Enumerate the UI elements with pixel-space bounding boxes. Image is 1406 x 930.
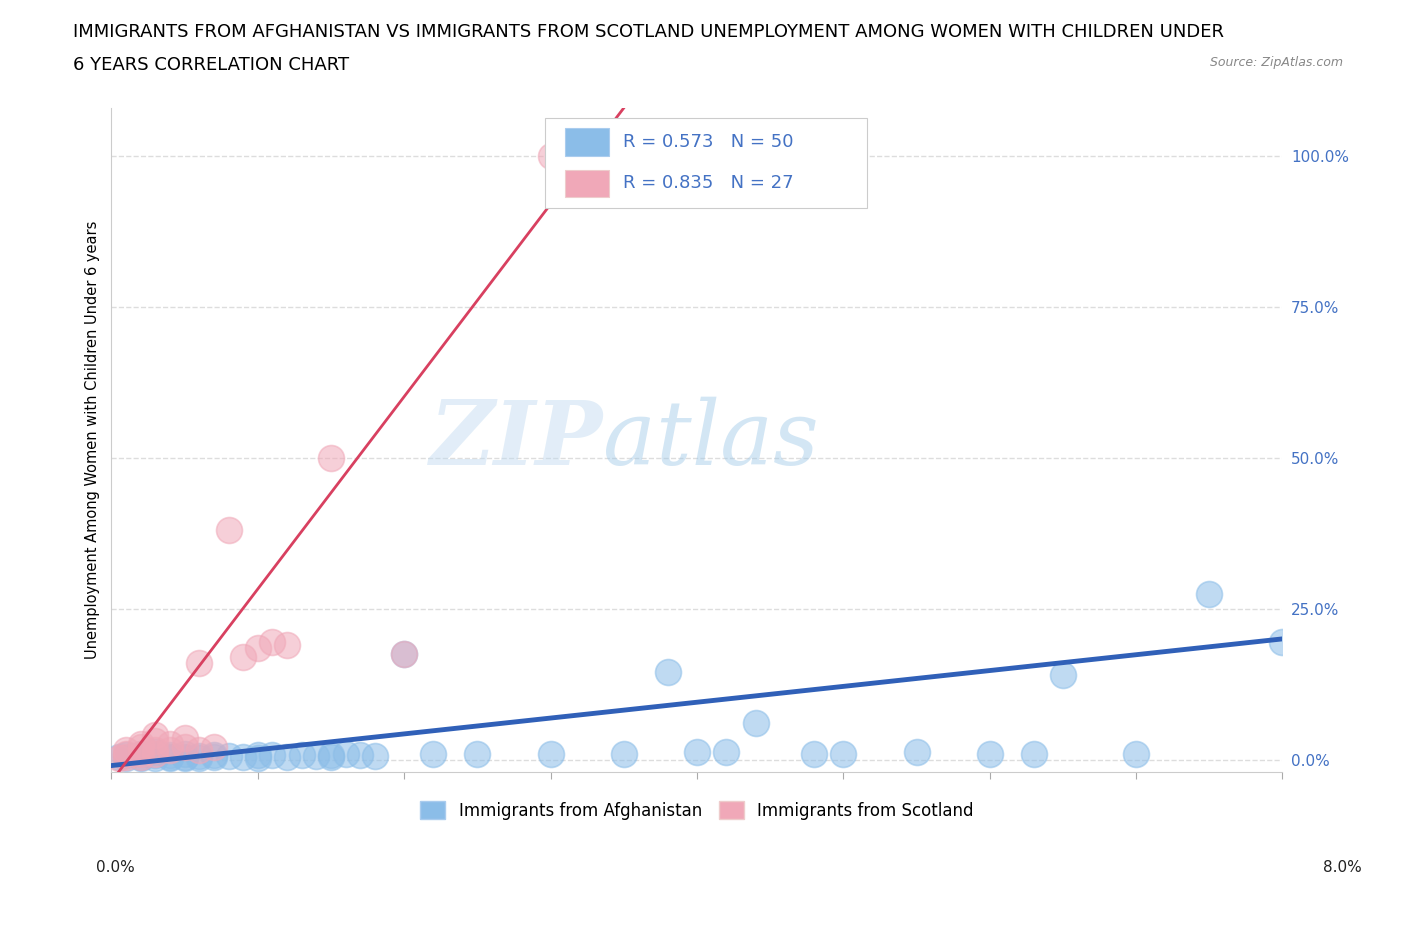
Point — [276, 637, 298, 652]
Point — [129, 746, 152, 761]
Point — [143, 743, 166, 758]
Point — [716, 745, 738, 760]
Point — [188, 751, 211, 765]
Point — [291, 748, 314, 763]
Point — [232, 749, 254, 764]
Point — [159, 737, 181, 751]
Point — [143, 728, 166, 743]
Point — [159, 750, 181, 764]
Point — [115, 743, 138, 758]
Point — [613, 746, 636, 761]
Point — [803, 746, 825, 761]
Point — [276, 749, 298, 764]
Point — [422, 746, 444, 761]
Point — [115, 749, 138, 764]
Point — [246, 641, 269, 656]
Point — [979, 746, 1001, 761]
Point — [159, 743, 181, 758]
Point — [335, 746, 357, 761]
Text: 8.0%: 8.0% — [1323, 860, 1362, 875]
Bar — [565, 128, 609, 156]
Point — [173, 740, 195, 755]
Point — [905, 745, 928, 760]
Point — [129, 740, 152, 755]
Point — [129, 749, 152, 764]
Point — [129, 746, 152, 761]
Point — [262, 634, 284, 649]
Point — [319, 748, 342, 763]
Text: atlas: atlas — [603, 396, 820, 484]
Point — [159, 748, 181, 763]
Point — [262, 748, 284, 763]
Text: Source: ZipAtlas.com: Source: ZipAtlas.com — [1209, 56, 1343, 69]
Point — [1052, 668, 1074, 683]
Point — [232, 649, 254, 664]
Point — [246, 748, 269, 763]
Point — [188, 749, 211, 764]
Point — [540, 149, 562, 164]
Point — [218, 749, 240, 764]
Point — [218, 523, 240, 538]
Point — [202, 740, 225, 755]
Point — [1198, 586, 1220, 601]
Point — [115, 751, 138, 765]
Point — [467, 746, 489, 761]
Point — [349, 748, 371, 763]
Point — [129, 751, 152, 765]
Point — [173, 746, 195, 761]
Point — [832, 746, 855, 761]
Point — [107, 751, 129, 765]
Point — [143, 745, 166, 760]
Point — [173, 749, 195, 764]
Y-axis label: Unemployment Among Women with Children Under 6 years: Unemployment Among Women with Children U… — [86, 220, 100, 659]
Text: R = 0.835   N = 27: R = 0.835 N = 27 — [623, 175, 794, 193]
Point — [686, 745, 709, 760]
Point — [115, 746, 138, 761]
Point — [188, 743, 211, 758]
Text: IMMIGRANTS FROM AFGHANISTAN VS IMMIGRANTS FROM SCOTLAND UNEMPLOYMENT AMONG WOMEN: IMMIGRANTS FROM AFGHANISTAN VS IMMIGRANT… — [73, 23, 1225, 41]
Point — [1271, 634, 1294, 649]
Text: 0.0%: 0.0% — [96, 860, 135, 875]
Point — [392, 646, 415, 661]
Point — [173, 731, 195, 746]
Text: R = 0.573   N = 50: R = 0.573 N = 50 — [623, 133, 793, 151]
Point — [392, 646, 415, 661]
Bar — [565, 169, 609, 197]
Point — [319, 750, 342, 764]
Point — [540, 746, 562, 761]
Point — [107, 749, 129, 764]
Point — [744, 716, 766, 731]
Point — [143, 751, 166, 765]
Legend: Immigrants from Afghanistan, Immigrants from Scotland: Immigrants from Afghanistan, Immigrants … — [413, 795, 980, 827]
Point — [143, 748, 166, 763]
Point — [129, 749, 152, 764]
Point — [364, 749, 387, 764]
Point — [1022, 746, 1045, 761]
Point — [143, 734, 166, 749]
Point — [115, 748, 138, 763]
Point — [202, 748, 225, 763]
Point — [143, 746, 166, 761]
Point — [319, 450, 342, 465]
Text: 6 YEARS CORRELATION CHART: 6 YEARS CORRELATION CHART — [73, 56, 349, 73]
Point — [188, 656, 211, 671]
Text: ZIP: ZIP — [430, 396, 603, 483]
Point — [657, 665, 679, 680]
Point — [202, 750, 225, 764]
FancyBboxPatch shape — [544, 118, 866, 207]
Point — [173, 751, 195, 765]
Point — [159, 751, 181, 765]
Point — [305, 749, 328, 764]
Point — [129, 737, 152, 751]
Point — [1125, 746, 1147, 761]
Point — [246, 751, 269, 765]
